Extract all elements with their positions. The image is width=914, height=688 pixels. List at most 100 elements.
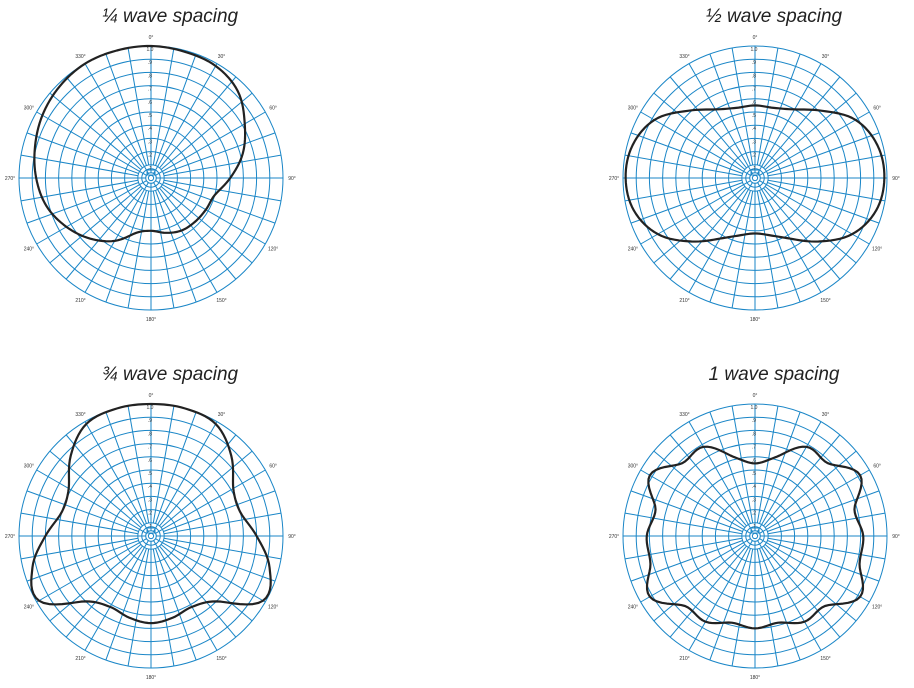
angle-tick-label: 300° <box>24 106 34 112</box>
grid-spoke <box>127 405 150 524</box>
radial-tick-label: .1 <box>752 166 756 172</box>
radiation-pattern-line <box>624 104 886 243</box>
chart-panel-quarter-wave: ¼ wave spacing 0° 30° 60° 90° 120° 150° 180° 21… <box>5 0 320 330</box>
angle-tick-label: 270° <box>5 534 15 540</box>
angle-tick-label: 180° <box>750 317 760 323</box>
grid-spoke <box>163 179 282 202</box>
grid-spoke <box>759 190 801 303</box>
grid-spoke <box>49 186 142 264</box>
chart-title: 1 wave spacing <box>708 364 840 385</box>
grid-spoke <box>756 190 779 309</box>
grid-spoke <box>20 512 139 535</box>
grid-spoke <box>84 63 149 174</box>
grid-spoke <box>36 111 147 176</box>
angle-tick-label: 150° <box>216 298 226 304</box>
grid-spoke <box>764 450 857 528</box>
radial-tick-label: 1.0 <box>751 47 758 53</box>
grid-spoke <box>160 186 253 264</box>
grid-spoke <box>630 490 743 532</box>
grid-spoke <box>731 405 754 524</box>
polar-grid <box>18 403 284 669</box>
grid-spoke <box>653 92 746 170</box>
radial-tick-label: 1.0 <box>147 405 154 411</box>
grid-spoke <box>763 76 841 169</box>
radial-tick-label: .8 <box>752 431 756 437</box>
grid-spoke <box>764 544 857 622</box>
angle-tick-label: 0° <box>149 35 154 41</box>
grid-spoke <box>20 154 139 177</box>
radial-tick-label: .3 <box>148 497 152 503</box>
polar-chart: 0° 30° 60° 90° 120° 150° 180° 210° 240° 270° 300° 3… <box>5 35 296 323</box>
grid-spoke <box>65 187 143 280</box>
grid-spoke <box>127 47 150 166</box>
grid-spoke <box>155 411 197 524</box>
grid-spoke <box>759 469 870 534</box>
grid-spoke <box>159 545 237 638</box>
radial-tick-label: .2 <box>148 153 152 159</box>
angle-tick-label: 90° <box>892 534 900 540</box>
angle-tick-label: 0° <box>753 393 758 399</box>
grid-spoke <box>153 182 218 293</box>
angle-tick-label: 180° <box>750 675 760 681</box>
grid-spoke <box>26 540 139 582</box>
angle-tick-label: 300° <box>628 464 638 470</box>
angle-tick-label: 180° <box>146 675 156 681</box>
grid-spoke <box>163 512 282 535</box>
angle-tick-label: 150° <box>820 298 830 304</box>
grid-spoke <box>669 545 747 638</box>
radial-tick-label: .2 <box>752 511 756 517</box>
angle-tick-label: 90° <box>892 176 900 182</box>
radial-tick-label: 1.0 <box>751 405 758 411</box>
grid-spoke <box>163 132 276 174</box>
grid-spoke <box>640 111 751 176</box>
grid-ring <box>147 532 155 540</box>
grid-spoke <box>624 154 743 177</box>
grid-spoke <box>767 490 880 532</box>
polar-chart: 0° 30° 60° 90° 120° 150° 180° 210° 240° 270° 300° 3… <box>609 35 900 323</box>
grid-spoke <box>155 180 266 245</box>
radiation-pattern-line <box>33 44 247 243</box>
angle-tick-label: 240° <box>628 605 638 611</box>
radial-tick-label: .9 <box>752 60 756 66</box>
grid-ring <box>751 174 759 182</box>
angle-tick-label: 240° <box>24 247 34 253</box>
grid-spoke <box>767 154 886 177</box>
angle-tick-label: 120° <box>268 247 278 253</box>
grid-spoke <box>153 421 218 532</box>
radial-tick-label: .8 <box>148 73 152 79</box>
grid-spoke <box>105 411 147 524</box>
radial-tick-label: .1 <box>148 166 152 172</box>
angle-tick-label: 30° <box>218 54 226 60</box>
grid-spoke <box>20 179 139 202</box>
grid-spoke <box>624 512 743 535</box>
antenna-icon <box>750 527 760 534</box>
angle-tick-label: 330° <box>75 54 85 60</box>
angle-tick-label: 150° <box>820 656 830 662</box>
grid-spoke <box>763 434 841 527</box>
grid-spoke <box>155 548 197 661</box>
radial-tick-label: .2 <box>752 153 756 159</box>
grid-spoke <box>653 450 746 528</box>
grid-spoke <box>767 537 886 560</box>
grid-spoke <box>105 190 147 303</box>
radial-tick-label: .6 <box>752 458 756 464</box>
radial-tick-label: .4 <box>752 126 756 132</box>
radial-tick-label: .1 <box>148 524 152 530</box>
grid-spoke <box>653 544 746 622</box>
grid-spoke <box>767 512 886 535</box>
grid-spoke <box>20 537 139 560</box>
grid-spoke <box>155 469 266 534</box>
chart-panel-three-quarter-wave: ¾ wave spacing 0° 30° 60° 90° 120° 150° 180° 21… <box>5 358 320 688</box>
antenna-icon <box>146 527 156 534</box>
grid-spoke <box>688 540 753 651</box>
grid-spoke <box>763 187 841 280</box>
radial-tick-label: .9 <box>148 418 152 424</box>
angle-tick-label: 60° <box>269 106 277 112</box>
angle-tick-label: 150° <box>216 656 226 662</box>
grid-spoke <box>640 538 751 603</box>
grid-spoke <box>624 537 743 560</box>
angle-tick-label: 330° <box>75 412 85 418</box>
grid-spoke <box>36 538 147 603</box>
chart-title: ½ wave spacing <box>705 6 843 27</box>
grid-spoke <box>757 540 822 651</box>
